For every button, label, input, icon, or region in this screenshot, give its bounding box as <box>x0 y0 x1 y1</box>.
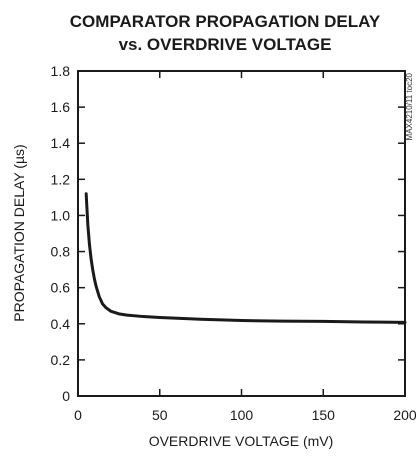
y-tick-label: 1.0 <box>51 207 71 223</box>
chart-title-line-2: vs. OVERDRIVE VOLTAGE <box>119 35 332 54</box>
y-axis-label: PROPAGATION DELAY (µs) <box>11 144 27 321</box>
y-tick-label: 0.8 <box>51 244 71 260</box>
plot-frame <box>77 70 406 397</box>
x-tick-label: 50 <box>152 407 168 423</box>
x-tick-label: 200 <box>393 407 416 423</box>
y-tick-label: 0.2 <box>51 352 71 368</box>
series-line <box>84 192 407 324</box>
x-tick-label: 100 <box>230 407 254 423</box>
y-tick-label: 1.2 <box>51 171 71 187</box>
chart-side-note: MAX4210/11 toc20 <box>405 72 414 140</box>
x-axis-label: OVERDRIVE VOLTAGE (mV) <box>149 433 334 449</box>
x-tick-label: 150 <box>312 407 336 423</box>
y-tick-label: 0.4 <box>51 316 71 332</box>
y-tick-label: 0 <box>62 388 70 404</box>
y-tick-label: 1.4 <box>51 135 71 151</box>
x-tick-label: 0 <box>74 407 82 423</box>
x-axis-ticks: 0 50 100 150 200 <box>74 71 416 423</box>
y-tick-label: 1.8 <box>51 63 71 79</box>
chart-title-line-1: COMPARATOR PROPAGATION DELAY <box>70 12 381 31</box>
y-axis-ticks: 0 0.2 0.4 0.6 0.8 1.0 1.2 1.4 1.6 1.8 <box>51 63 405 404</box>
y-tick-label: 0.6 <box>51 280 71 296</box>
y-tick-label: 1.6 <box>51 99 71 115</box>
